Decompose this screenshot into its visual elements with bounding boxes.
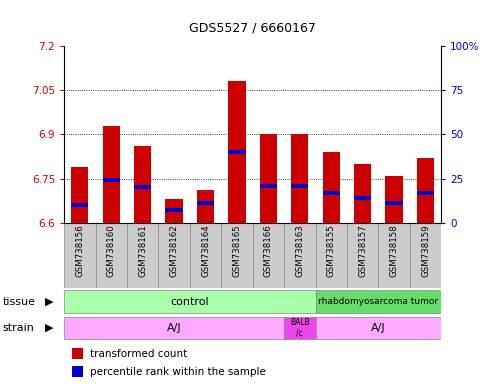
Text: rhabdomyosarcoma tumor: rhabdomyosarcoma tumor [318,297,438,306]
Bar [291,184,309,187]
Bar [410,223,441,288]
Bar [103,126,120,223]
Bar [417,191,434,195]
Text: ▶: ▶ [45,323,54,333]
Text: GSM738162: GSM738162 [170,225,178,277]
Bar [166,199,183,223]
Bar [71,348,83,359]
Bar [127,223,158,288]
Bar [158,223,190,288]
Text: strain: strain [2,323,35,333]
Text: GSM738165: GSM738165 [232,225,242,277]
Bar [354,164,371,223]
Text: percentile rank within the sample: percentile rank within the sample [91,367,266,377]
Bar [386,175,403,223]
Bar [284,223,316,288]
Text: A/J: A/J [371,323,386,333]
Bar [134,185,151,189]
Bar [71,366,83,377]
Bar [64,223,96,288]
Text: GSM738164: GSM738164 [201,225,210,277]
Bar [322,191,340,195]
Text: GSM738157: GSM738157 [358,225,367,277]
Bar [260,134,277,223]
Bar [96,223,127,288]
Text: GDS5527 / 6660167: GDS5527 / 6660167 [189,22,316,35]
Text: GSM738158: GSM738158 [389,225,399,277]
Bar [64,316,284,339]
Bar [347,223,378,288]
Text: GSM738156: GSM738156 [75,225,84,277]
Bar [103,179,120,182]
Text: GSM738159: GSM738159 [421,225,430,277]
Bar [134,146,151,223]
Bar [378,223,410,288]
Bar [316,290,441,313]
Text: transformed count: transformed count [91,349,188,359]
Text: GSM738163: GSM738163 [295,225,304,277]
Bar [322,152,340,223]
Text: GSM738166: GSM738166 [264,225,273,277]
Bar [166,209,183,212]
Bar [228,81,246,223]
Bar [316,316,441,339]
Text: control: control [171,296,209,307]
Bar [284,316,316,339]
Bar [354,196,371,200]
Bar [291,134,309,223]
Text: BALB
/c: BALB /c [290,318,310,338]
Bar [260,184,277,187]
Text: GSM738161: GSM738161 [138,225,147,277]
Bar [64,290,316,313]
Bar [71,167,88,223]
Bar [221,223,252,288]
Text: GSM738160: GSM738160 [106,225,116,277]
Text: ▶: ▶ [45,296,54,307]
Text: tissue: tissue [2,296,35,307]
Bar [197,201,214,205]
Bar [228,150,246,154]
Bar [190,223,221,288]
Bar [71,203,88,207]
Text: A/J: A/J [167,323,181,333]
Bar [252,223,284,288]
Bar [316,223,347,288]
Bar [417,158,434,223]
Bar [197,190,214,223]
Bar [386,201,403,205]
Text: GSM738155: GSM738155 [327,225,336,277]
